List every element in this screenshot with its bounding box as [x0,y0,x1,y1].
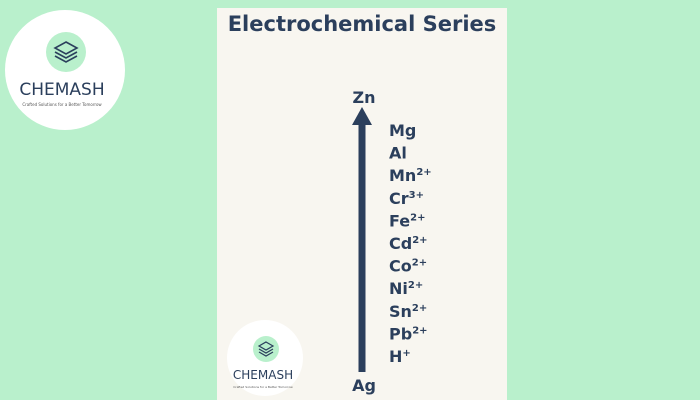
ion-charge: 2+ [408,280,423,291]
ion-label: Cd2+ [389,234,428,253]
logo: CHEMASH Crafted Solutions for a Better T… [5,10,125,130]
ion-charge: 3+ [409,190,424,201]
ion-charge: 2+ [410,212,425,223]
ion-symbol: Al [389,144,407,163]
ion-label: Co2+ [389,257,427,276]
ion-label: Mn2+ [389,166,432,185]
ion-charge: + [402,348,410,359]
title: Electrochemical Series [228,12,497,36]
logo-tagline: Crafted Solutions for a Better Tomorrow [233,385,293,389]
ion-label: Pb2+ [389,324,428,343]
ion-symbol: Cd [389,234,412,253]
ion-charge: 2+ [416,167,431,178]
series-bottom: Ag [352,376,376,395]
ion-symbol: Sn [389,302,412,321]
ion-symbol: Co [389,257,412,276]
ion-label: Ni2+ [389,279,423,298]
ion-symbol: Ni [389,279,408,298]
logo-small: CHEMASH Crafted Solutions for a Better T… [227,320,303,396]
ion-label: Sn2+ [389,302,427,321]
ion-label: Al [389,144,407,163]
logo-name: CHEMASH [19,80,104,100]
ion-label: H+ [389,347,411,366]
ion-symbol: H [389,347,402,366]
logo-name: CHEMASH [233,368,293,382]
ion-label: Cr3+ [389,189,424,208]
logo-tagline: Crafted Solutions for a Better Tomorrow [22,102,102,107]
arrow-head [352,107,372,125]
ion-charge: 2+ [412,325,427,336]
ion-charge: 2+ [412,235,427,246]
ion-charge: 2+ [412,303,427,314]
series-top: Zn [353,88,376,107]
ion-symbol: Mg [389,121,416,140]
ion-symbol: Mn [389,166,416,185]
ion-symbol: Pb [389,324,412,343]
ion-label: Fe2+ [389,211,425,230]
ion-label: Mg [389,121,416,140]
ion-symbol: Cr [389,189,409,208]
ion-charge: 2+ [412,258,427,269]
ion-symbol: Fe [389,211,410,230]
